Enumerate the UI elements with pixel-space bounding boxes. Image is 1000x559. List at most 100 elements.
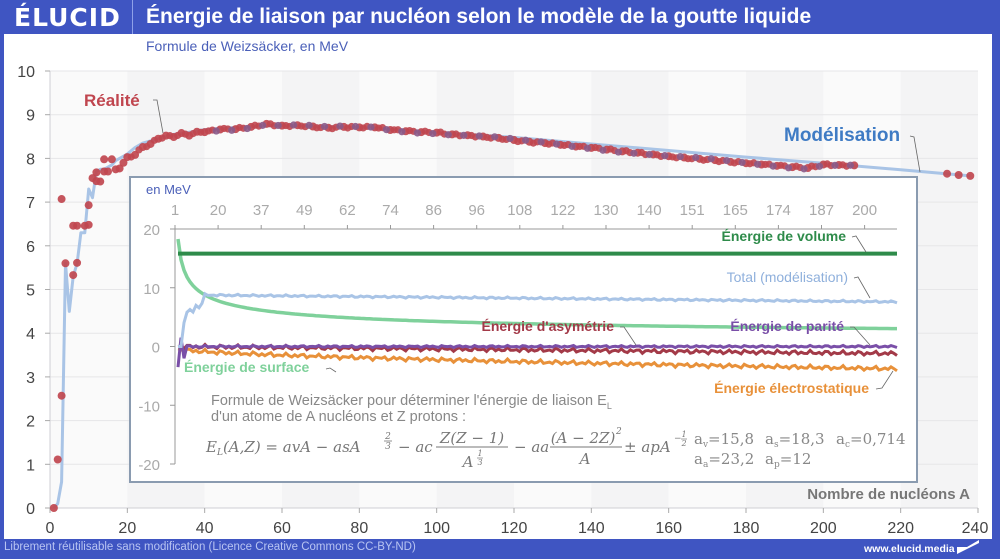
coef-ap: ap=12 bbox=[765, 450, 811, 470]
svg-text:2: 2 bbox=[615, 427, 622, 437]
reality-point bbox=[738, 158, 746, 167]
reality-point bbox=[150, 136, 158, 144]
x-tick-label: 20 bbox=[118, 520, 136, 537]
reality-point bbox=[506, 134, 514, 143]
reality-point bbox=[800, 165, 808, 173]
reality-point bbox=[769, 162, 777, 170]
label-parite-leader bbox=[850, 326, 871, 346]
annotation-modelisation: Modélisation bbox=[784, 125, 900, 146]
inset-x-tick-label: 108 bbox=[507, 202, 532, 219]
y-tick-label: 5 bbox=[26, 283, 35, 300]
reality-point bbox=[92, 168, 101, 177]
x-tick-label: 80 bbox=[350, 520, 368, 537]
reality-point bbox=[100, 155, 109, 164]
reality-point bbox=[661, 152, 669, 160]
label-surface: Énergie de surface bbox=[184, 359, 309, 375]
svg-text:3: 3 bbox=[385, 442, 391, 452]
series-electrostatic-line bbox=[177, 347, 898, 373]
reality-point bbox=[444, 131, 452, 139]
reality-point bbox=[107, 155, 116, 164]
x-tick-label: 120 bbox=[501, 520, 528, 537]
reality-point bbox=[143, 142, 151, 151]
reality-point bbox=[158, 134, 166, 142]
x-tick-label: 40 bbox=[196, 520, 214, 537]
x-tick-label: 180 bbox=[733, 520, 760, 537]
reality-point bbox=[522, 136, 530, 144]
svg-text:2: 2 bbox=[680, 439, 686, 448]
formula-intro-line1: Formule de Weizsäcker pour déterminer l'… bbox=[211, 393, 612, 411]
reality-point bbox=[127, 153, 135, 161]
page-title: Énergie de liaison par nucléon selon le … bbox=[146, 5, 812, 28]
reality-point bbox=[552, 140, 561, 148]
svg-text:A: A bbox=[578, 450, 591, 468]
x-axis-label: Nombre de nucléons A bbox=[807, 486, 970, 503]
formula-equation: EL(A,Z) = avA − asA 2 3 − ac Z(Z − 1) A … bbox=[205, 427, 687, 471]
reality-point bbox=[189, 130, 197, 138]
y-tick-label: 10 bbox=[17, 64, 35, 81]
svg-text:− aa: − aa bbox=[514, 438, 549, 456]
reality-point bbox=[815, 162, 824, 170]
header-bar: ÉLUCID Énergie de liaison par nucléon se… bbox=[0, 0, 1000, 34]
inset-x-tick-label: 122 bbox=[550, 202, 575, 219]
reality-point bbox=[197, 128, 205, 136]
y-tick-label: 6 bbox=[26, 239, 35, 256]
reality-point bbox=[228, 126, 236, 134]
x-tick-label: 0 bbox=[46, 520, 55, 537]
reality-point bbox=[53, 455, 62, 464]
label-asymetrie-leader bbox=[620, 326, 637, 346]
reality-point bbox=[413, 129, 421, 137]
reality-point bbox=[966, 171, 975, 180]
reality-point bbox=[243, 124, 251, 133]
svg-text:A: A bbox=[461, 453, 474, 471]
y-tick-label: 4 bbox=[26, 326, 35, 343]
reality-point bbox=[174, 131, 182, 140]
reality-point bbox=[84, 220, 93, 229]
inset-x-tick-label: 140 bbox=[637, 202, 662, 219]
reality-point bbox=[382, 126, 390, 134]
annotation-realite-leader bbox=[153, 99, 164, 134]
svg-text:3: 3 bbox=[477, 458, 482, 467]
x-tick-label: 240 bbox=[962, 520, 989, 537]
y-tick-label: 9 bbox=[26, 108, 35, 125]
inset-x-tick-label: 86 bbox=[425, 202, 442, 219]
inset-series bbox=[176, 238, 898, 373]
label-total-leader bbox=[853, 276, 871, 299]
svg-text:EL(A,Z) = avA − asA: EL(A,Z) = avA − asA bbox=[205, 438, 361, 458]
inset-x-tick-label: 96 bbox=[468, 202, 485, 219]
reality-series bbox=[49, 119, 975, 512]
inset-y-tick-label: 10 bbox=[143, 281, 160, 298]
reality-point bbox=[119, 158, 128, 167]
inset-y-tick-label: 0 bbox=[152, 340, 160, 357]
reality-point bbox=[692, 153, 700, 162]
reality-point bbox=[676, 152, 684, 161]
svg-text:2: 2 bbox=[384, 432, 391, 442]
inset-x-tick-label: 130 bbox=[593, 202, 618, 219]
x-tick-label: 220 bbox=[887, 520, 914, 537]
svg-text:−: − bbox=[674, 434, 682, 444]
inset-y-tick-label: -10 bbox=[138, 398, 160, 415]
reality-point bbox=[305, 121, 313, 129]
reality-point bbox=[954, 171, 963, 180]
coef-aa: aa=23,2 bbox=[694, 450, 754, 470]
inset-x-tick-label: 165 bbox=[723, 202, 748, 219]
svg-text:− ac: − ac bbox=[398, 438, 433, 456]
y-tick-label: 8 bbox=[26, 151, 35, 168]
label-total: Total (modélisation) bbox=[727, 269, 848, 285]
reality-point bbox=[61, 259, 70, 268]
inset-y-tick-label: 20 bbox=[143, 222, 160, 239]
inset-x-tick-label: 74 bbox=[382, 202, 399, 219]
inset-y-tick-label: -20 bbox=[138, 457, 160, 474]
series-parity-line bbox=[176, 337, 898, 368]
reality-point bbox=[57, 391, 66, 400]
inset-x-tick-label: 20 bbox=[210, 202, 227, 219]
reality-point bbox=[367, 123, 375, 131]
header-divider bbox=[132, 0, 133, 34]
reality-point bbox=[398, 128, 406, 136]
coefficients: av=15,8 as=18,3 ac=0,714 aa=23,2 ap=12 bbox=[694, 430, 906, 470]
annotation-realite: Réalité bbox=[84, 91, 140, 110]
series-surface-line bbox=[176, 238, 897, 331]
reality-point bbox=[84, 201, 93, 210]
website-link[interactable]: www.elucid.media bbox=[864, 543, 955, 555]
